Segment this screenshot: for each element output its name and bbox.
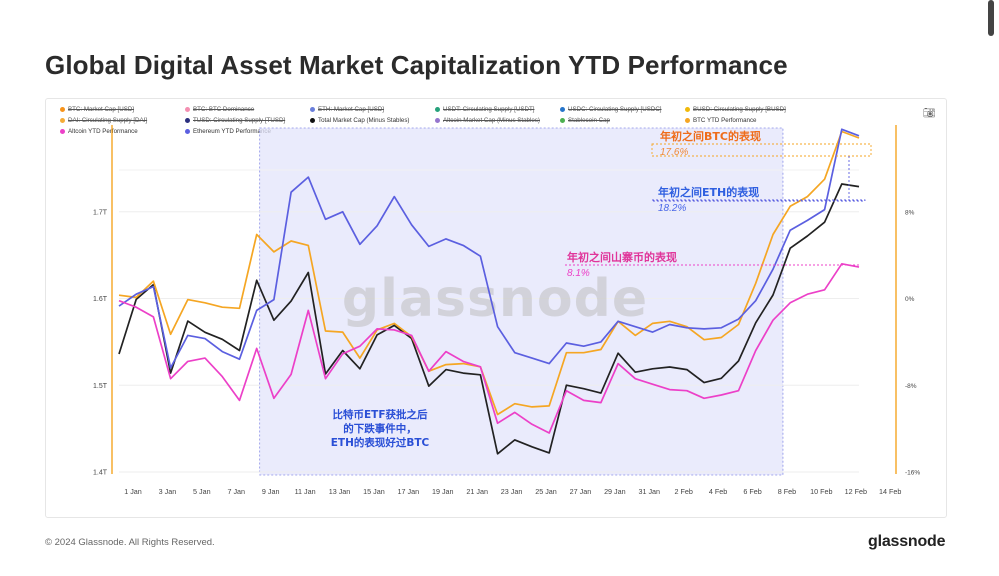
x-tick-label: 8 Feb [778,487,796,496]
series-line-eth [118,128,860,369]
y-left-tick-label: 1.7T [93,209,108,216]
legend-label: BTC: BTC Dominance [193,106,255,113]
legend-label: ETH: Market Cap [USD] [318,106,385,113]
y-right-tick-label: -8% [905,383,917,390]
series-line-btc [118,130,860,416]
legend-swatch [685,117,690,123]
page-title: Global Digital Asset Market Capitalizati… [45,50,788,80]
x-tick-label: 15 Jan [363,487,385,496]
x-tick-label: 21 Jan [466,487,488,496]
legend-swatch [185,106,190,112]
legend-item[interactable]: Altcoin YTD Performance [60,128,138,135]
x-tick-label: 2 Feb [675,487,693,496]
legend-item[interactable]: Stablecoin Cap [560,117,610,124]
highlight-annotation-line: ETH的表现好过BTC [331,436,430,449]
legend-swatch [185,117,190,123]
x-tick-label: 27 Jan [570,487,592,496]
x-tick-label: 4 Feb [709,487,727,496]
highlight-annotation-line: 的下跌事件中， [343,422,417,435]
window-scrollbar[interactable] [988,0,994,36]
legend-swatch [435,117,440,123]
alt-annotation-value: 8.1% [567,268,590,279]
x-tick-label: 23 Jan [501,487,523,496]
legend-swatch [60,128,65,134]
legend-item[interactable]: BTC: Market Cap [USD] [60,106,134,113]
eth-annotation-value: 18.2% [658,203,686,214]
legend-label: Altcoin Market Cap (Minus Stables) [443,117,540,124]
legend-item[interactable]: USDC: Circulating Supply [USDC] [560,106,662,113]
legend-label: USDT: Circulating Supply [USDT] [443,106,535,113]
legend-swatch [560,117,565,123]
legend-item[interactable]: TUSD: Circulating Supply [TUSD] [185,117,285,124]
legend-item[interactable]: USDT: Circulating Supply [USDT] [435,106,534,113]
eth-annotation-label: 年初之间ETH的表现 [658,185,759,199]
legend-swatch [685,106,690,112]
y-right-tick-label: -16% [905,470,920,477]
legend-label: DAI: Circulating Supply [DAI] [68,117,148,124]
legend-label: Ethereum YTD Performance [193,128,271,135]
watermark-text: glassnode [342,269,648,329]
legend-label: Stablecoin Cap [568,117,610,124]
legend-item[interactable]: DAI: Circulating Supply [DAI] [60,117,147,124]
x-tick-label: 14 Feb [879,487,901,496]
legend-item[interactable]: BTC YTD Performance [685,117,757,124]
legend-item[interactable]: ETH: Market Cap [USD] [310,106,384,113]
eth-annotation-guide [651,199,866,202]
legend-swatch [185,128,190,134]
x-tick-label: 7 Jan [227,487,245,496]
legend-item[interactable]: Ethereum YTD Performance [185,128,271,135]
x-tick-label: 12 Feb [845,487,867,496]
x-tick-label: 10 Feb [810,487,832,496]
legend-label: TUSD: Circulating Supply [TUSD] [193,117,286,124]
x-tick-label: 5 Jan [193,487,211,496]
copyright-footer: © 2024 Glassnode. All Rights Reserved. [45,537,215,548]
legend-swatch [435,106,440,112]
legend-swatch [310,106,315,112]
x-tick-label: 3 Jan [159,487,177,496]
series-line-alt [118,262,860,434]
legend-swatch [310,117,315,123]
y-right-tick-label: 0% [905,296,915,303]
x-tick-label: 13 Jan [329,487,351,496]
x-tick-label: 9 Jan [262,487,280,496]
legend-item[interactable]: BUSD: Circulating Supply [BUSD] [685,106,786,113]
x-tick-label: 25 Jan [535,487,557,496]
legend-item[interactable]: Total Market Cap (Minus Stables) [310,117,409,124]
legend-label: BTC YTD Performance [693,117,757,124]
btc-annotation-value: 17.6% [660,147,688,158]
legend-label: BTC: Market Cap [USD] [68,106,135,113]
legend-swatch [560,106,565,112]
highlight-annotation-line: 比特币ETF获批之后 [332,408,428,421]
legend-label: BUSD: Circulating Supply [BUSD] [693,106,786,113]
brand-logo: glassnode [868,533,946,550]
legend-label: Altcoin YTD Performance [68,128,138,135]
btc-annotation-label: 年初之间BTC的表现 [660,129,761,143]
btc-annotation-box [651,143,872,157]
legend-item[interactable]: BTC: BTC Dominance [185,106,254,113]
y-left-tick-label: 1.4T [93,470,108,477]
x-tick-label: 31 Jan [638,487,660,496]
legend-label: Total Market Cap (Minus Stables) [318,117,410,124]
x-tick-label: 29 Jan [604,487,626,496]
alt-annotation-label: 年初之间山寨币的表现 [567,250,677,264]
x-tick-label: 17 Jan [398,487,420,496]
legend-item[interactable]: Altcoin Market Cap (Minus Stables) [435,117,540,124]
camera-icon[interactable]: 📷︎ [923,108,936,119]
y-right-tick-label: 8% [905,209,915,216]
legend-label: USDC: Circulating Supply [USDC] [568,106,662,113]
x-tick-label: 19 Jan [432,487,454,496]
x-tick-label: 6 Feb [743,487,761,496]
y-left-tick-label: 1.6T [93,296,108,303]
x-tick-label: 11 Jan [295,487,316,496]
legend-swatch [60,106,65,112]
x-tick-label: 1 Jan [124,487,142,496]
y-left-tick-label: 1.5T [93,383,108,390]
legend-swatch [60,117,65,123]
series-line-total [118,183,860,455]
